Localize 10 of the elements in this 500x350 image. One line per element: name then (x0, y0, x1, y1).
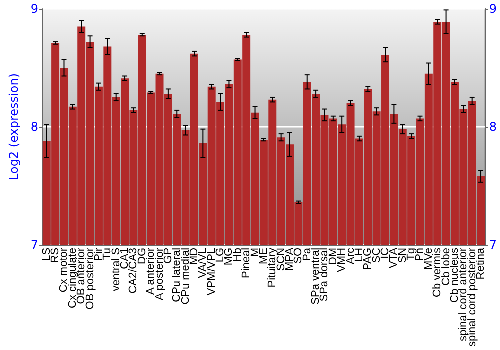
x-tick-label: A posterior (154, 248, 166, 301)
y2-tick-label: 7 (489, 238, 498, 252)
y-tick-label: 7 (30, 238, 39, 252)
y-tick-label: 9 (30, 2, 39, 16)
y2-tick-label: 9 (489, 2, 498, 16)
y-axis-title: Log2 (expression) (7, 73, 21, 180)
x-tick-label: Tg (406, 248, 418, 261)
y2-tick-label: 8 (489, 120, 498, 134)
x-tick-label: OB posterior (84, 248, 96, 310)
y-tick-label: 8 (30, 120, 39, 134)
